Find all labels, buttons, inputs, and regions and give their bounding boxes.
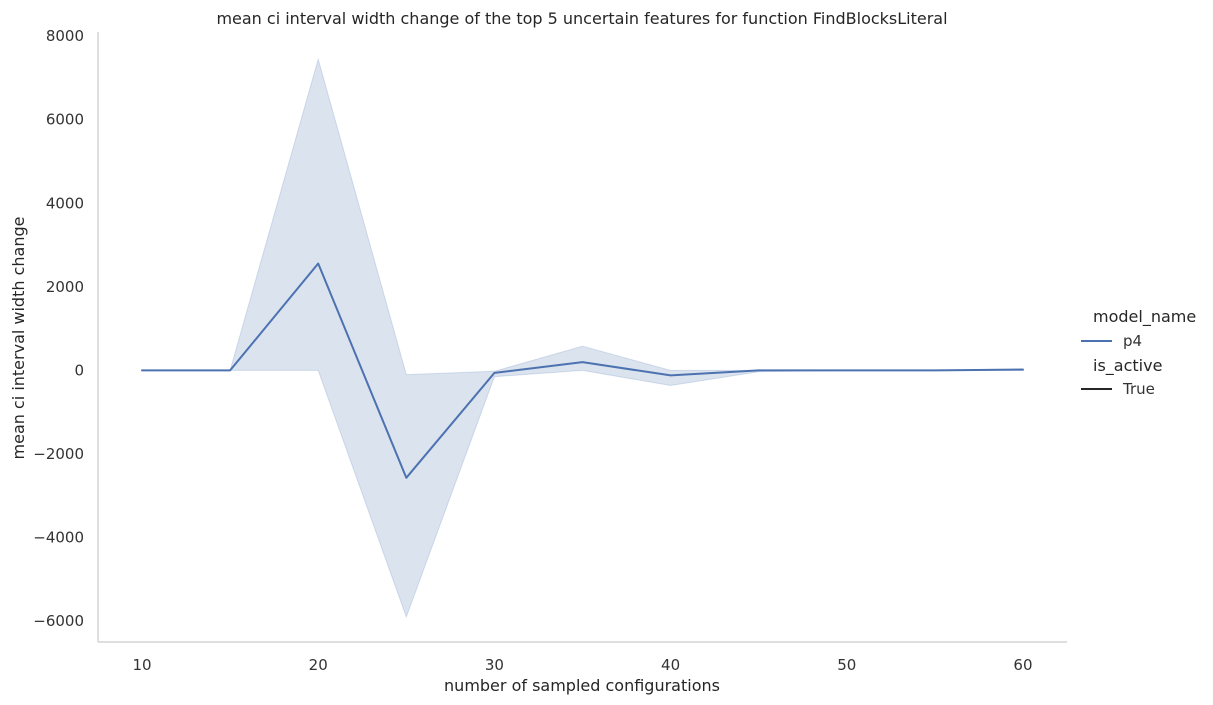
y-tick-label: 6000 xyxy=(46,111,84,129)
y-tick-label: 8000 xyxy=(46,27,84,45)
y-tick-label: 2000 xyxy=(46,278,84,296)
x-tick-label: 40 xyxy=(661,656,680,674)
x-tick-label: 20 xyxy=(309,656,328,674)
ci-band-p4 xyxy=(142,57,1024,619)
x-tick-label: 60 xyxy=(1013,656,1032,674)
y-tick-label: −4000 xyxy=(33,529,84,547)
x-tick-label: 30 xyxy=(485,656,504,674)
legend-hue-title: model_name xyxy=(1093,307,1196,327)
x-axis-label: number of sampled configurations xyxy=(444,676,720,695)
x-tick-label: 10 xyxy=(132,656,151,674)
y-tick-label: 0 xyxy=(74,361,84,379)
y-tick-labels: −6000 −4000 −2000 0 2000 4000 6000 8000 xyxy=(33,27,84,630)
x-tick-label: 50 xyxy=(837,656,856,674)
legend-style-title: is_active xyxy=(1093,356,1162,376)
legend: model_name p4 is_active True xyxy=(1081,307,1196,398)
x-tick-labels: 10 20 30 40 50 60 xyxy=(132,656,1032,674)
plot-area xyxy=(141,57,1024,619)
chart-title: mean ci interval width change of the top… xyxy=(216,9,947,28)
y-tick-label: −2000 xyxy=(33,445,84,463)
series-line-p4 xyxy=(141,262,1024,479)
legend-label-p4: p4 xyxy=(1123,332,1142,350)
y-tick-label: −6000 xyxy=(33,612,84,630)
y-tick-label: 4000 xyxy=(46,194,84,212)
legend-label-true: True xyxy=(1122,380,1155,398)
y-axis-label: mean ci interval width change xyxy=(9,217,28,460)
